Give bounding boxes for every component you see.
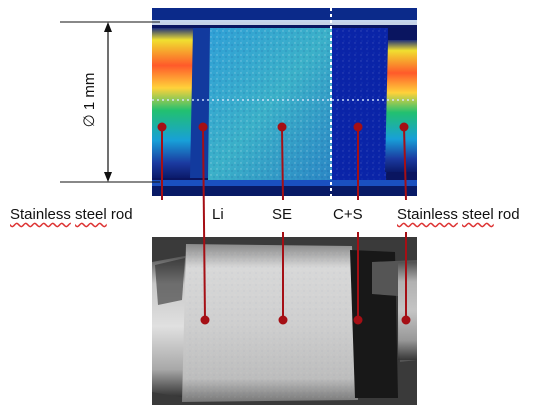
marker-line-li: [202, 126, 206, 321]
marker-dot-right-rod-top: [399, 122, 409, 132]
markers: [157, 122, 411, 325]
marker-line-right-rod: [403, 126, 407, 201]
label-word: steel: [75, 206, 107, 223]
label-word: rod: [497, 206, 520, 223]
grayscale-photo: [152, 237, 417, 405]
label-word: Stainless: [397, 206, 458, 223]
label-word: rod: [110, 206, 133, 223]
marker-dot-li-bottom: [200, 315, 210, 325]
label-left-stainless-steel-rod: Stainless steel rod: [10, 206, 133, 223]
marker-dot-cs-top: [353, 122, 363, 132]
label-li: Li: [212, 206, 224, 223]
marker-line-se: [281, 126, 284, 201]
marker-dot-left-rod: [157, 122, 167, 132]
label-cs: C+S: [333, 206, 363, 223]
diameter-label: ∅ 1 mm: [81, 73, 98, 128]
diameter-dimension: [60, 21, 160, 183]
label-word: steel: [462, 206, 494, 223]
label-word: Stainless: [10, 206, 71, 223]
marker-dot-se-bottom: [278, 315, 288, 325]
marker-dot-right-rod-bottom: [401, 315, 411, 325]
tomography-color-image: [152, 8, 417, 196]
marker-dot-li-top: [198, 122, 208, 132]
label-se: SE: [272, 206, 293, 223]
marker-dot-cs-bottom: [353, 315, 363, 325]
label-right-stainless-steel-rod: Stainless steel rod: [397, 206, 520, 223]
marker-dot-se-top: [277, 122, 287, 132]
